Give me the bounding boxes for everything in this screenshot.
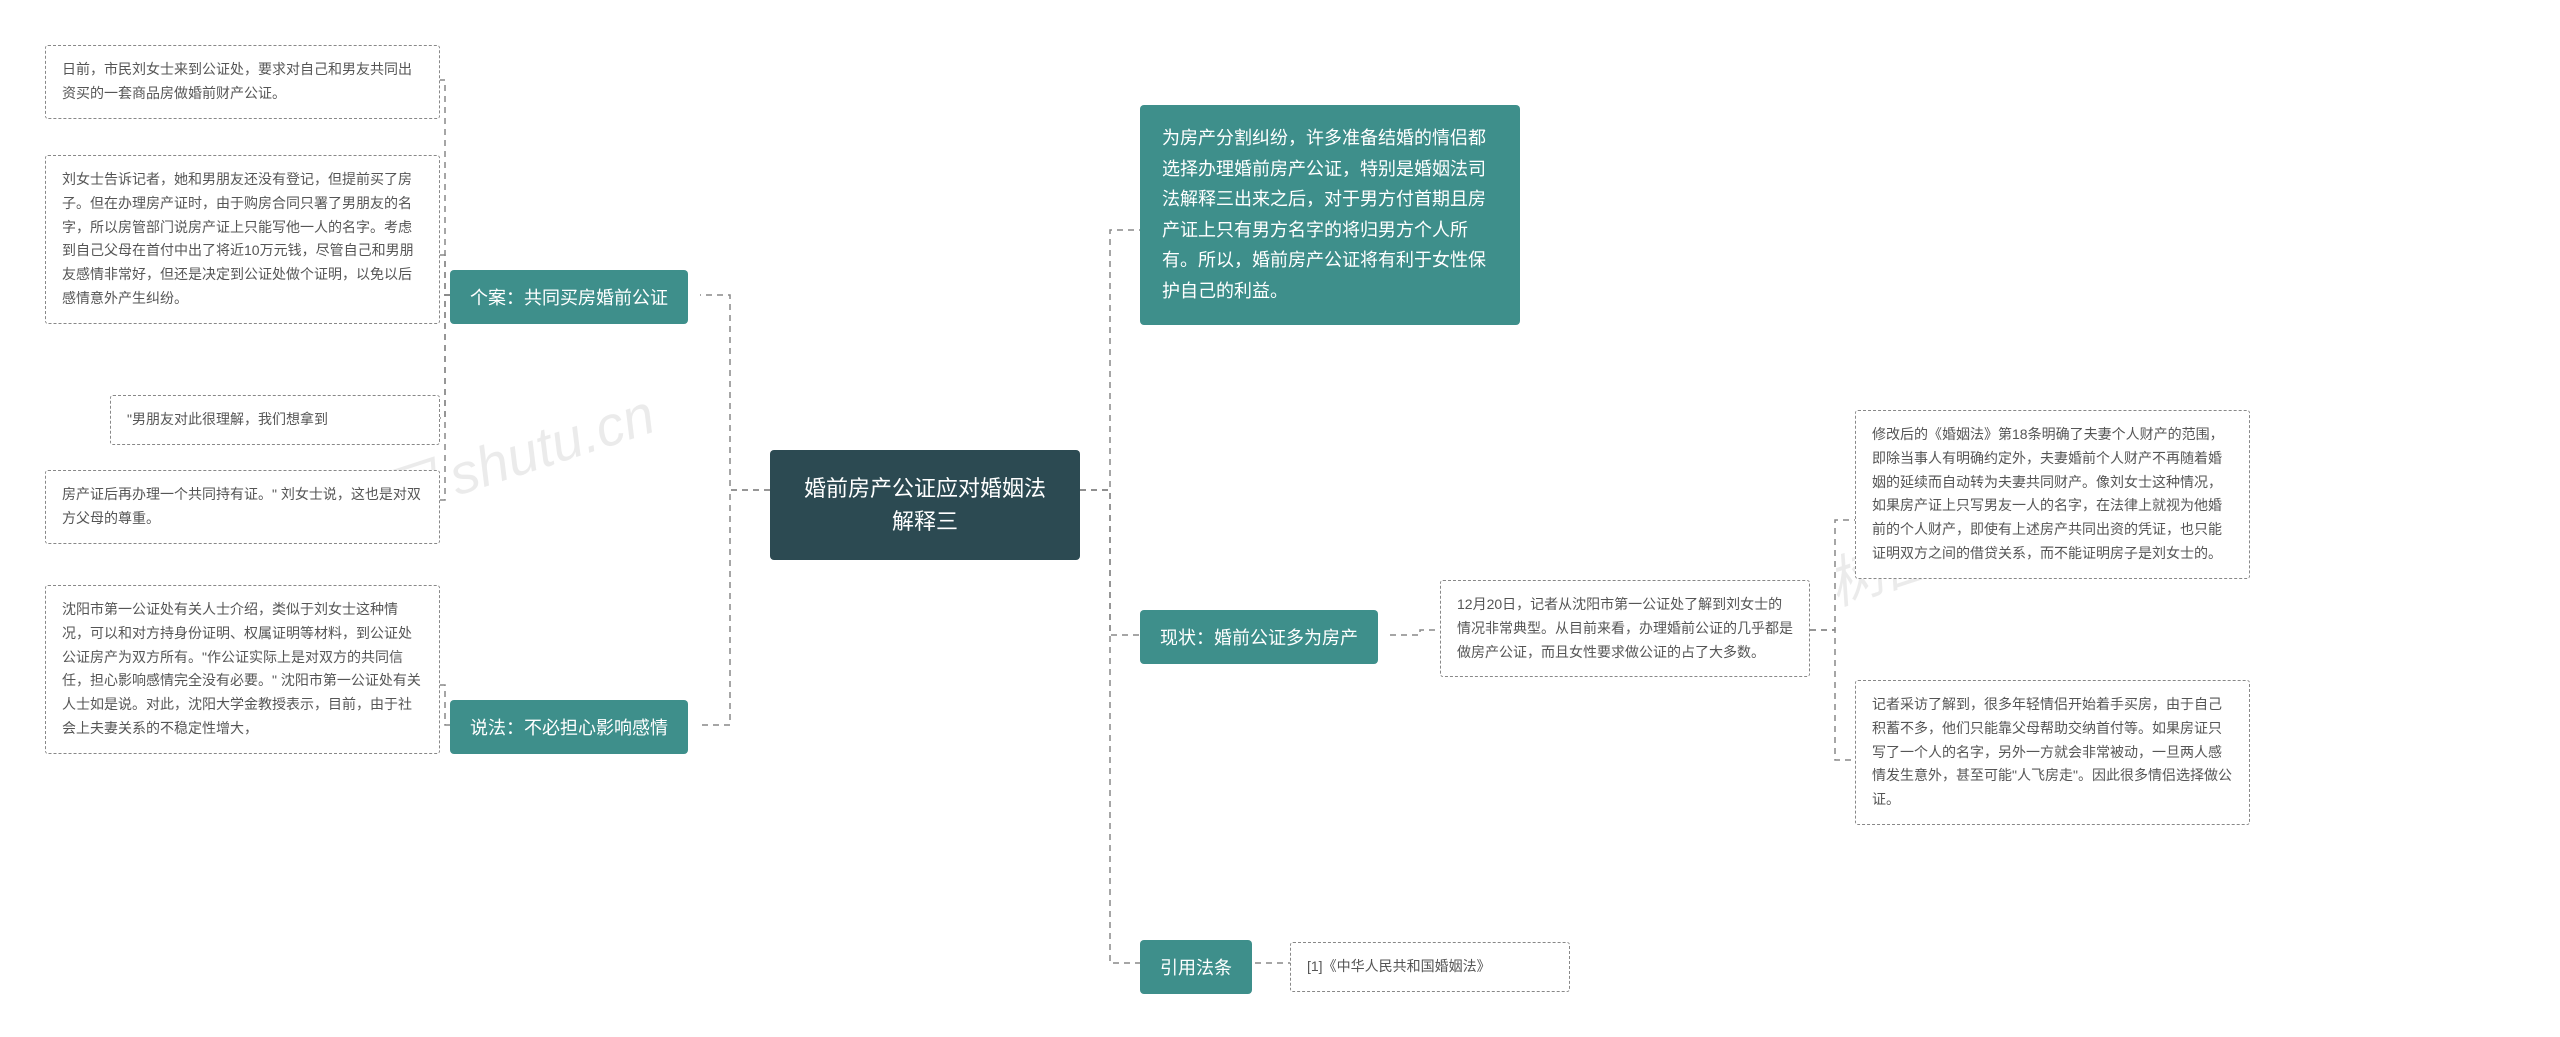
leaf-r1a[interactable]: 12月20日，记者从沈阳市第一公证处了解到刘女士的情况非常典型。从目前来看，办理… xyxy=(1440,580,1810,677)
leaf-l1b[interactable]: 刘女士告诉记者，她和男朋友还没有登记，但提前买了房子。但在办理房产证时，由于购房… xyxy=(45,155,440,324)
leaf-l1a[interactable]: 日前，市民刘女士来到公证处，要求对自己和男友共同出资买的一套商品房做婚前财产公证… xyxy=(45,45,440,119)
center-node[interactable]: 婚前房产公证应对婚姻法 解释三 xyxy=(770,450,1080,560)
intro-node[interactable]: 为房产分割纠纷，许多准备结婚的情侣都选择办理婚前房产公证，特别是婚姻法司法解释三… xyxy=(1140,105,1520,325)
leaf-l1d[interactable]: 房产证后再办理一个共同持有证。" 刘女士说，这也是对双方父母的尊重。 xyxy=(45,470,440,544)
leaf-r2a[interactable]: [1]《中华人民共和国婚姻法》 xyxy=(1290,942,1570,992)
leaf-l2a[interactable]: 沈阳市第一公证处有关人士介绍，类似于刘女士这种情况，可以和对方持身份证明、权属证… xyxy=(45,585,440,754)
leaf-r1b[interactable]: 修改后的《婚姻法》第18条明确了夫妻个人财产的范围，即除当事人有明确约定外，夫妻… xyxy=(1855,410,2250,579)
branch-left-1[interactable]: 个案：共同买房婚前公证 xyxy=(450,270,688,324)
branch-left-2[interactable]: 说法：不必担心影响感情 xyxy=(450,700,688,754)
branch-right-2[interactable]: 引用法条 xyxy=(1140,940,1252,994)
branch-right-1[interactable]: 现状：婚前公证多为房产 xyxy=(1140,610,1378,664)
leaf-l1c[interactable]: "男朋友对此很理解，我们想拿到 xyxy=(110,395,440,445)
leaf-r1c[interactable]: 记者采访了解到，很多年轻情侣开始着手买房，由于自己积蓄不多，他们只能靠父母帮助交… xyxy=(1855,680,2250,825)
